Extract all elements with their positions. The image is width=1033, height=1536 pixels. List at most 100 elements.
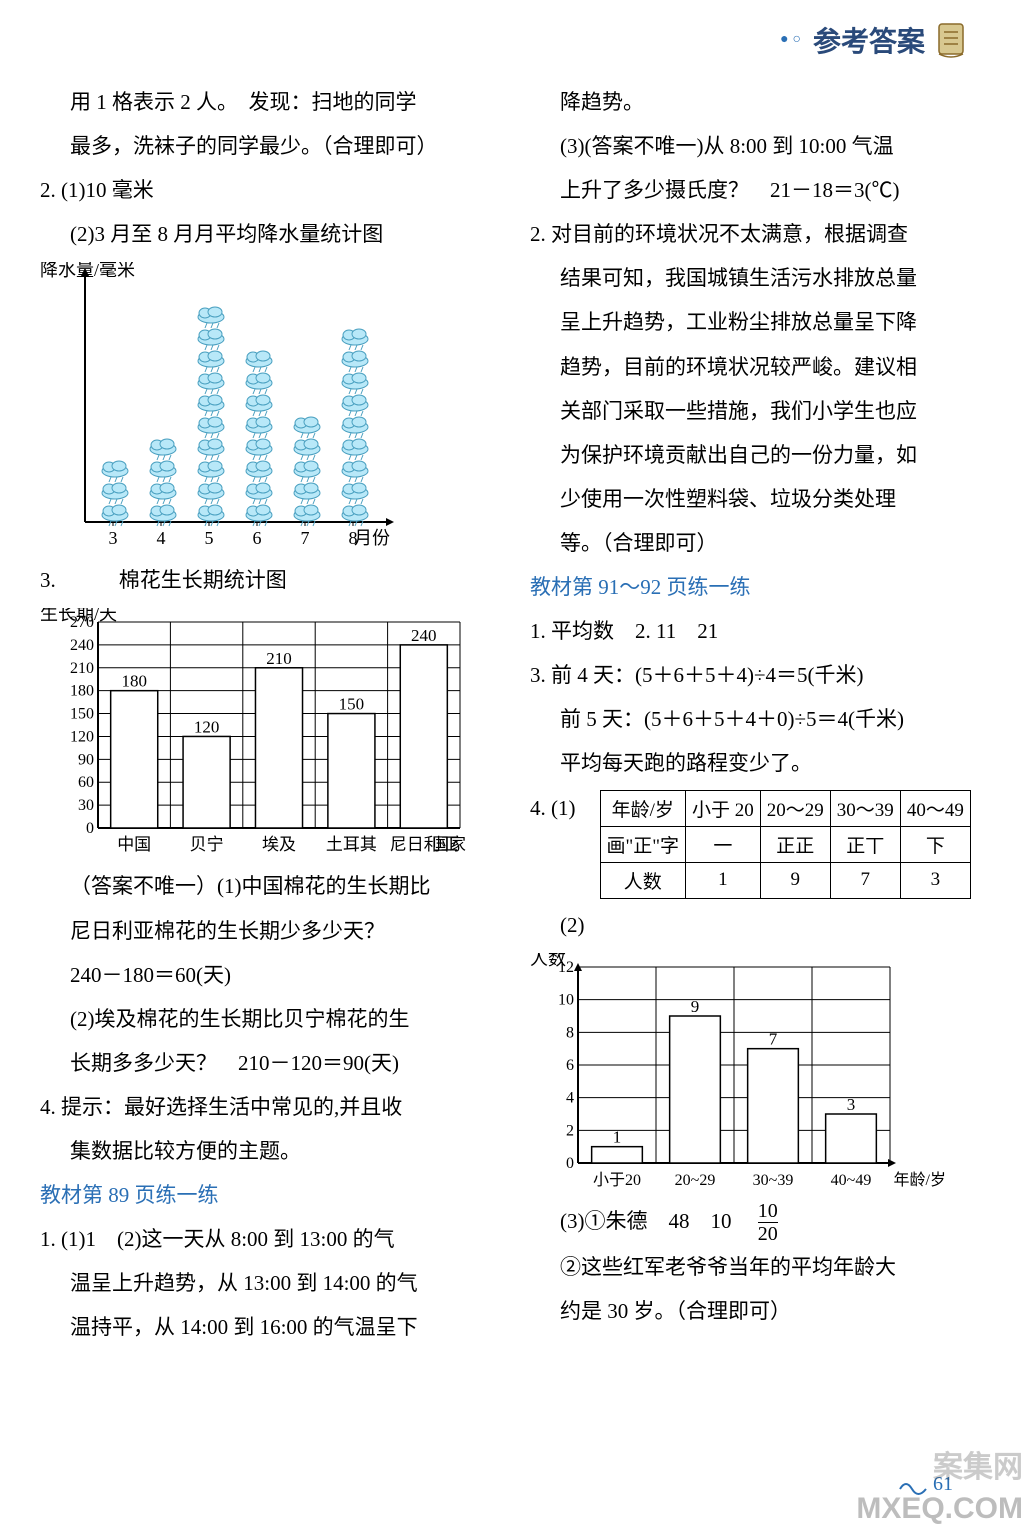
svg-text:20~29: 20~29 — [675, 1172, 716, 1189]
text-line: 少使用一次性塑料袋、垃圾分类处理 — [530, 477, 990, 521]
svg-text:5: 5 — [205, 528, 214, 548]
text-line: 温呈上升趋势，从 13:00 到 14:00 的气 — [40, 1261, 500, 1305]
scroll-icon — [933, 20, 973, 60]
q4-3a-text: (3)①朱德 48 10 — [560, 1209, 753, 1233]
text-line: 长期多多少天？ 210－120＝90(天) — [40, 1041, 500, 1085]
text-line: 前 5 天：(5＋6＋5＋4＋0)÷5＝4(千米) — [530, 697, 990, 741]
page-header: ●○ 参考答案 — [780, 20, 973, 60]
svg-text:0: 0 — [86, 820, 94, 837]
svg-text:3: 3 — [847, 1095, 856, 1114]
text-line: 平均每天跑的路程变少了。 — [530, 741, 990, 785]
svg-text:210: 210 — [70, 660, 94, 677]
age-chart: 人数0246810121小于20920~29730~39340~49年龄/岁 — [530, 953, 990, 1193]
cotton-chart: 生长期/天0306090120150180210240270180中国120贝宁… — [40, 608, 500, 858]
svg-text:30~39: 30~39 — [753, 1172, 794, 1189]
watermark-url: MXEQ.COM — [856, 1492, 1023, 1526]
svg-text:40~49: 40~49 — [831, 1172, 872, 1189]
svg-text:4: 4 — [566, 1089, 574, 1106]
text-line: （答案不唯一）(1)中国棉花的生长期比 — [40, 864, 500, 908]
text-line: (2) — [530, 903, 990, 947]
table-cell: 正丅 — [830, 826, 900, 862]
svg-text:180: 180 — [70, 683, 94, 700]
rain-chart: 降水量/毫米 3 — [40, 262, 500, 552]
watermark-cn: 案集网 — [933, 1442, 1023, 1486]
table-cell: 小于 20 — [686, 790, 761, 826]
section-heading: 教材第 91～92 页练一练 — [530, 565, 990, 609]
svg-text:7: 7 — [301, 528, 310, 548]
svg-text:6: 6 — [253, 528, 262, 548]
svg-text:降水量/毫米: 降水量/毫米 — [40, 262, 135, 280]
table-cell: 30～39 — [830, 790, 900, 826]
svg-text:240: 240 — [70, 637, 94, 654]
cotton-chart-title: 3. 棉花生长期统计图 — [40, 558, 500, 602]
svg-text:150: 150 — [70, 706, 94, 723]
svg-text:埃及: 埃及 — [262, 835, 296, 854]
text-line: 上升了多少摄氏度？ 21－18＝3(℃) — [530, 168, 990, 212]
svg-text:4: 4 — [157, 528, 166, 548]
svg-text:120: 120 — [70, 729, 94, 746]
fraction: 10 20 — [758, 1200, 778, 1245]
svg-text:10: 10 — [558, 991, 574, 1008]
table-cell: 画"正"字 — [600, 826, 686, 862]
q4-label: 4. (1) — [530, 786, 576, 830]
svg-text:12: 12 — [558, 959, 574, 976]
table-cell: 3 — [900, 862, 970, 898]
table-cell: 一 — [686, 826, 761, 862]
svg-text:0: 0 — [566, 1155, 574, 1172]
svg-text:土耳其: 土耳其 — [326, 835, 377, 854]
text-line: 240－180＝60(天) — [40, 953, 500, 997]
svg-text:90: 90 — [78, 752, 94, 769]
header-dots: ●○ — [780, 32, 805, 48]
svg-text:240: 240 — [411, 626, 437, 645]
text-line: 结果可知，我国城镇生活污水排放总量 — [530, 256, 990, 300]
text-line: 约是 30 岁。（合理即可） — [530, 1289, 990, 1333]
table-cell: 正正 — [760, 826, 830, 862]
svg-text:6: 6 — [566, 1057, 574, 1074]
svg-text:30: 30 — [78, 798, 94, 815]
text-line: 关部门采取一些措施，我们小学生也应 — [530, 389, 990, 433]
fraction-num: 10 — [758, 1200, 778, 1222]
table-cell: 20～29 — [760, 790, 830, 826]
fraction-den: 20 — [758, 1222, 778, 1245]
svg-text:3: 3 — [109, 528, 118, 548]
table-cell: 40～49 — [900, 790, 970, 826]
text-line: 4. 提示：最好选择生活中常见的,并且收 — [40, 1085, 500, 1129]
left-column: 用 1 格表示 2 人。 发现：扫地的同学 最多，洗袜子的同学最少。（合理即可）… — [40, 80, 500, 1350]
text-line: 等。（合理即可） — [530, 521, 990, 565]
age-tally-table: 年龄/岁小于 2020～2930～3940～49画"正"字一正正正丅下人数197… — [600, 790, 971, 899]
table-cell: 人数 — [600, 862, 686, 898]
text-line: 2. 对目前的环境状况不太满意，根据调查 — [530, 212, 990, 256]
header-title: 参考答案 — [813, 20, 925, 60]
table-cell: 7 — [830, 862, 900, 898]
text-line: (2)埃及棉花的生长期比贝宁棉花的生 — [40, 997, 500, 1041]
text-line: 降趋势。 — [530, 80, 990, 124]
svg-text:270: 270 — [70, 614, 94, 631]
svg-text:150: 150 — [339, 695, 365, 714]
svg-text:国家: 国家 — [432, 835, 466, 854]
table-cell: 下 — [900, 826, 970, 862]
svg-text:贝宁: 贝宁 — [190, 835, 224, 854]
svg-text:180: 180 — [121, 672, 147, 691]
text-line: 2. (1)10 毫米 — [40, 168, 500, 212]
text-line: 温持平，从 14:00 到 16:00 的气温呈下 — [40, 1305, 500, 1349]
table-cell: 9 — [760, 862, 830, 898]
text-line: 1. (1)1 (2)这一天从 8:00 到 13:00 的气 — [40, 1217, 500, 1261]
svg-text:60: 60 — [78, 775, 94, 792]
svg-text:年龄/岁: 年龄/岁 — [894, 1171, 946, 1189]
svg-text:1: 1 — [613, 1127, 622, 1146]
text-line: 最多，洗袜子的同学最少。（合理即可） — [40, 124, 500, 168]
text-line: ②这些红军老爷爷当年的平均年龄大 — [530, 1245, 990, 1289]
svg-text:120: 120 — [194, 718, 220, 737]
text-line: 为保护环境贡献出自己的一份力量，如 — [530, 433, 990, 477]
right-column: 降趋势。 (3)(答案不唯一)从 8:00 到 10:00 气温 上升了多少摄氏… — [530, 80, 990, 1333]
text-line: 3. 前 4 天：(5＋6＋5＋4)÷4＝5(千米) — [530, 653, 990, 697]
text-line: 1. 平均数 2. 11 21 — [530, 609, 990, 653]
svg-text:210: 210 — [266, 649, 292, 668]
svg-text:中国: 中国 — [117, 835, 151, 854]
svg-text:月份: 月份 — [354, 528, 390, 548]
svg-text:小于20: 小于20 — [593, 1171, 641, 1189]
text-line: 呈上升趋势，工业粉尘排放总量呈下降 — [530, 300, 990, 344]
text-line: 趋势，目前的环境状况较严峻。建议相 — [530, 345, 990, 389]
section-heading: 教材第 89 页练一练 — [40, 1173, 500, 1217]
text-line: (2)3 月至 8 月月平均降水量统计图 — [40, 212, 500, 256]
